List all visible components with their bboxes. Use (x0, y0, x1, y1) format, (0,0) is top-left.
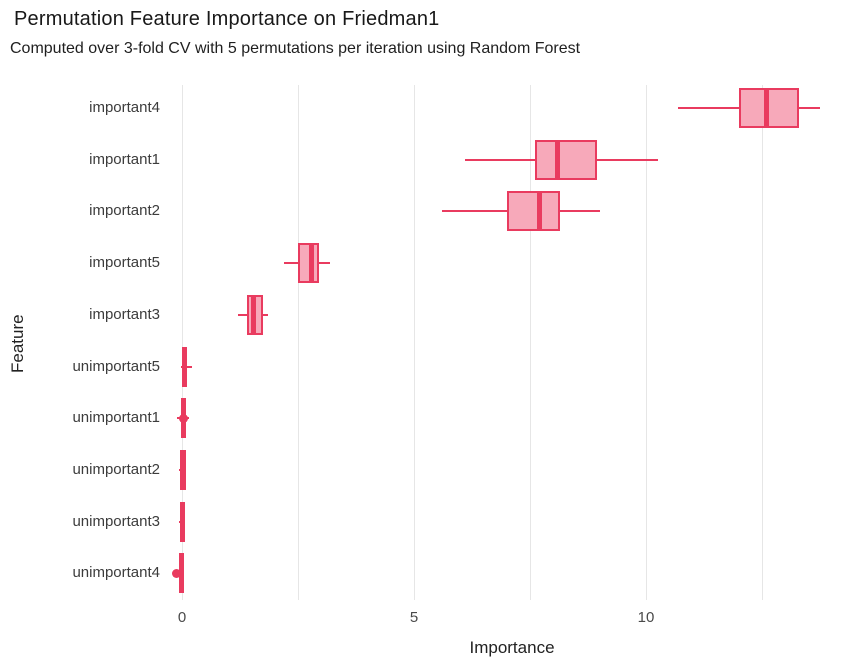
y-category-label: important4 (89, 99, 160, 116)
boxplot-whisker-high (597, 158, 658, 161)
x-gridline (646, 85, 647, 600)
x-tick-label: 10 (637, 609, 655, 626)
x-gridline (414, 85, 415, 600)
boxplot-whisker-low (678, 107, 739, 109)
boxplot-box (534, 139, 598, 180)
boxplot-box (506, 191, 561, 232)
boxplot-median (181, 346, 187, 387)
boxplot-whisker-low (284, 262, 298, 265)
y-category-label: unimportant4 (72, 564, 160, 582)
y-category-label: important2 (89, 202, 160, 220)
boxplot-median (309, 243, 315, 284)
boxplot-whisker-low (441, 210, 507, 213)
boxplot-whisker-high (186, 365, 192, 368)
y-category-label: important1 (89, 150, 160, 168)
boxplot-median (764, 88, 770, 128)
x-tick-label: 5 (409, 609, 419, 626)
boxplot-whisker-low (465, 158, 535, 161)
boxplot-outlier-point (179, 413, 189, 423)
boxplot-outlier-point (172, 568, 182, 578)
y-category-label: unimportant5 (72, 357, 160, 375)
boxplot-whisker-high (318, 262, 331, 265)
x-gridline (530, 85, 531, 600)
boxplot-median (178, 553, 184, 594)
x-gridline (182, 85, 183, 600)
boxplot-median (251, 294, 257, 335)
x-gridline (298, 85, 299, 600)
boxplot-whisker-low (237, 313, 247, 316)
x-axis-title: Importance (469, 638, 555, 657)
chart-subtitle: Computed over 3-fold CV with 5 permutati… (10, 40, 581, 57)
y-category-label: unimportant3 (72, 512, 160, 530)
y-category-label: important5 (89, 254, 160, 272)
boxplot-median (536, 191, 542, 232)
chart-title: Permutation Feature Importance on Friedm… (14, 8, 440, 30)
boxplot-whisker-high (560, 210, 600, 213)
boxplot-median (179, 501, 185, 542)
y-category-label: important3 (89, 305, 160, 323)
boxplot-median (179, 449, 185, 490)
x-tick-label: 0 (177, 609, 187, 626)
x-gridline (762, 85, 763, 600)
boxplot-whisker-high (263, 313, 269, 316)
y-category-label: unimportant2 (72, 460, 160, 478)
boxplot-whisker-low (181, 365, 183, 368)
y-axis-title: Feature (8, 314, 27, 373)
boxplot-whisker-high (799, 107, 820, 109)
boxplot-median (555, 139, 561, 180)
y-category-label: unimportant1 (72, 409, 160, 427)
